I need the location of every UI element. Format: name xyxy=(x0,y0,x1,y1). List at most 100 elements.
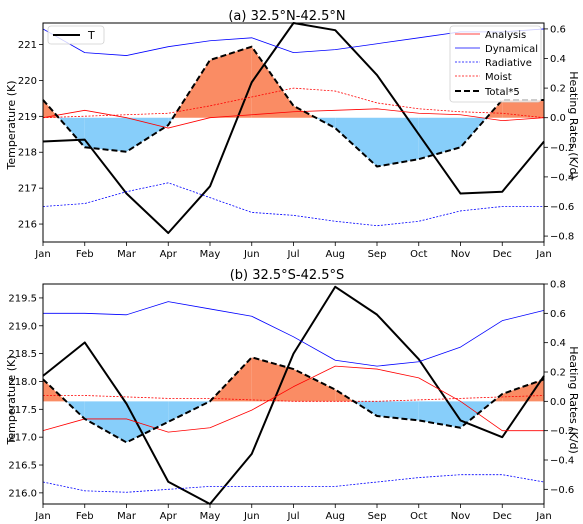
panel-b-series-radiative xyxy=(42,474,545,493)
panel-a-xtick-label: Apr xyxy=(160,249,178,260)
panel-a-xtick-label: Mar xyxy=(117,249,137,260)
panel-b-ytick-right-label: −0.4 xyxy=(550,456,574,467)
panel-b-xtick-label: Jan xyxy=(34,511,50,522)
panel-a: (a) 32.5°N-42.5°N Temperature (K) Heatin… xyxy=(5,9,580,260)
panel-a-legend-right: Analysis Dynamical Radiative Moist Total… xyxy=(449,25,542,103)
panel-a-xtick-label: May xyxy=(200,249,221,260)
panel-a-ytick-right-label: 0.2 xyxy=(550,84,566,95)
panel-b-ylabel-left: Temperature (K) xyxy=(5,356,18,446)
panel-a-fill-segment xyxy=(126,117,169,152)
panel-b-ytick-right-label: 0.6 xyxy=(550,309,566,320)
panel-b-xtick-label: Jul xyxy=(286,511,299,522)
panel-a-xtick-label: Sep xyxy=(368,249,387,260)
panel-b-xtick-label: Jun xyxy=(243,511,260,522)
panel-a-xtick-label: Jan xyxy=(535,249,551,260)
legend-analysis-label: Analysis xyxy=(485,30,526,41)
panel-b-ytick-left-label: 216.0 xyxy=(8,488,37,499)
panel-a-ytick-left-label: 219 xyxy=(18,112,37,123)
panel-a-ticks: Jan Feb Mar Apr May Jun Jul Aug Sep Oct Nov Dec Jan 2… xyxy=(18,24,574,260)
panel-a-title: (a) 32.5°N-42.5°N xyxy=(228,9,345,24)
panel-b-ytick-right-label: 0.4 xyxy=(550,338,566,349)
panel-b-xtick-label: Nov xyxy=(451,511,471,522)
panel-a-xtick-label: Oct xyxy=(410,249,427,260)
panel-b-ytick-right-label: 0.2 xyxy=(550,368,566,379)
legend-moist-label: Moist xyxy=(485,72,512,83)
panel-b-fill-segment xyxy=(377,401,419,421)
panel-a-xtick-label: Feb xyxy=(76,249,94,260)
panel-a-xtick-label: Aug xyxy=(325,249,345,260)
panel-a-xtick-label: Jun xyxy=(243,249,260,260)
panel-b-xtick-label: Feb xyxy=(76,511,94,522)
panel-b-ticks: Jan Feb Mar Apr May Jun Jul Aug Sep Oct Nov Dec Jan 2… xyxy=(8,280,574,523)
panel-a-xtick-label: Dec xyxy=(493,249,512,260)
panel-a-legend-left: T xyxy=(47,25,105,45)
legend-T-label: T xyxy=(87,29,95,42)
panel-a-fill-segment xyxy=(84,117,127,152)
panel-b-fill-segment xyxy=(353,401,377,416)
panel-b-fill-segment xyxy=(293,369,336,402)
panel-b-xtick-label: May xyxy=(200,511,221,522)
panel-b-xtick-label: Jan xyxy=(535,511,551,522)
panel-b: (b) 32.5°S-42.5°S Temperature (K) Heatin… xyxy=(5,268,580,522)
panel-a-ylabel-right: Heating Rates (K/d) xyxy=(567,71,580,179)
panel-a-ytick-right-label: 0.6 xyxy=(550,24,566,35)
panel-b-fill-segment xyxy=(84,401,127,443)
panel-a-fill-segment xyxy=(335,117,377,167)
panel-a-fill-segment xyxy=(293,105,316,118)
panel-a-ytick-left-label: 220 xyxy=(18,76,37,87)
panel-a-xtick-label: Nov xyxy=(451,249,471,260)
panel-b-ytick-left-label: 216.5 xyxy=(8,461,37,472)
legend-radiative-label: Radiative xyxy=(485,58,532,69)
panel-b-ytick-left-label: 218.0 xyxy=(8,377,37,388)
panel-b-ytick-right-label: 0.8 xyxy=(550,280,566,291)
panel-a-ytick-right-label: −0.8 xyxy=(550,232,574,243)
panel-b-ytick-left-label: 218.5 xyxy=(8,349,37,360)
panel-b-ytick-left-label: 219.5 xyxy=(8,293,37,304)
panel-b-xtick-label: Oct xyxy=(410,511,427,522)
panel-b-fill-segment xyxy=(126,401,169,443)
panel-a-fill-segment xyxy=(210,46,252,118)
panel-a-ytick-right-label: 0.4 xyxy=(550,54,566,65)
panel-a-ytick-left-label: 216 xyxy=(18,220,37,231)
panel-b-series-t xyxy=(42,285,545,505)
panel-b-series-moist xyxy=(43,395,545,402)
panel-a-fill-segment xyxy=(43,99,59,118)
panel-b-fills xyxy=(43,357,544,443)
panel-b-series-analysis xyxy=(42,365,544,433)
panel-b-title: (b) 32.5°S-42.5°S xyxy=(230,268,345,283)
panel-b-fill-segment xyxy=(66,401,85,419)
panel-a-ytick-left-label: 218 xyxy=(18,148,37,159)
panel-b-xtick-label: Aug xyxy=(325,511,345,522)
panel-a-xtick-label: Jul xyxy=(286,249,299,260)
panel-b-ylabel-right: Heating Rates (K/d) xyxy=(567,346,580,454)
panel-b-lines xyxy=(42,285,545,505)
panel-b-ytick-right-label: −0.2 xyxy=(550,426,574,437)
legend-total-label: Total*5 xyxy=(484,87,520,98)
panel-b-xtick-label: Dec xyxy=(493,511,512,522)
panel-b-ytick-right-label: −0.6 xyxy=(550,485,574,496)
panel-a-fill-segment xyxy=(377,117,419,167)
panel-b-ytick-left-label: 217.0 xyxy=(8,433,37,444)
panel-a-fill-segment xyxy=(251,46,294,118)
panel-b-ytick-left-label: 217.5 xyxy=(8,405,37,416)
panel-a-ytick-right-label: 0.0 xyxy=(550,113,566,124)
panel-b-series-total-5 xyxy=(42,356,545,444)
panel-a-ytick-right-label: −0.4 xyxy=(550,172,574,183)
panel-a-series-radiative xyxy=(42,182,544,227)
legend-dynamical-label: Dynamical xyxy=(485,44,538,55)
panel-b-ytick-right-label: 0.0 xyxy=(550,397,566,408)
panel-a-ytick-right-label: −0.2 xyxy=(550,143,574,154)
panel-a-fill-segment xyxy=(502,99,544,118)
panel-b-xtick-label: Sep xyxy=(368,511,387,522)
panel-a-fill-segment xyxy=(460,117,487,148)
panel-b-fill-segment xyxy=(251,357,294,402)
panel-a-series-analysis xyxy=(42,108,545,129)
panel-b-ytick-left-label: 219.0 xyxy=(8,321,37,332)
panel-a-ytick-left-label: 217 xyxy=(18,184,37,195)
panel-b-fill-segment xyxy=(502,379,544,402)
panel-a-series-moist xyxy=(42,87,545,119)
panel-b-fill-segment xyxy=(418,401,461,428)
panel-a-ylabel-left: Temperature (K) xyxy=(5,81,18,171)
panel-b-xtick-label: Mar xyxy=(117,511,137,522)
